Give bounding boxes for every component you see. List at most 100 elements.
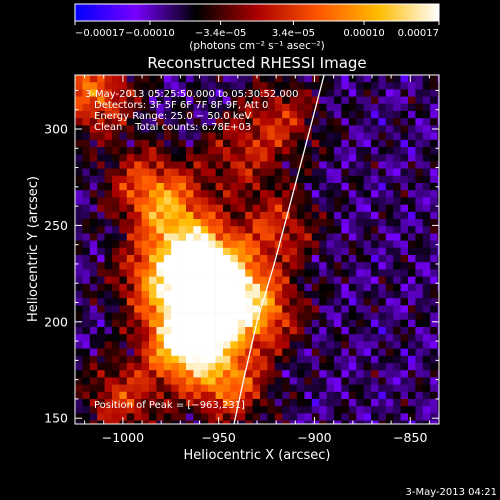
- heatmap-cell: [400, 312, 409, 321]
- heatmap-cell: [200, 341, 209, 349]
- heatmap-cell: [245, 168, 253, 177]
- heatmap-cell: [267, 377, 276, 385]
- heatmap-cell: [82, 82, 91, 90]
- heatmap-cell: [415, 384, 424, 393]
- heatmap-cell: [393, 75, 401, 83]
- heatmap-cell: [385, 341, 394, 349]
- heatmap-cell: [334, 89, 342, 97]
- heatmap-cell: [304, 89, 313, 97]
- heatmap-cell: [274, 327, 283, 335]
- heatmap-cell: [371, 319, 379, 328]
- heatmap-cell: [422, 399, 431, 407]
- heatmap-cell: [149, 327, 157, 335]
- heatmap-cell: [171, 406, 179, 414]
- heatmap-cell: [223, 262, 231, 270]
- x-axis-label: Heliocentric X (arcsec): [184, 448, 331, 463]
- heatmap-cell: [245, 125, 253, 133]
- heatmap-cell: [82, 219, 91, 227]
- heatmap-cell: [282, 298, 290, 306]
- heatmap-cell: [193, 161, 202, 169]
- heatmap-cell: [112, 370, 120, 378]
- heatmap-cell: [178, 211, 187, 220]
- heatmap-cell: [119, 319, 128, 328]
- heatmap-cell: [274, 111, 283, 119]
- heatmap-cell: [437, 82, 439, 90]
- heatmap-cell: [341, 348, 350, 357]
- heatmap-cell: [208, 348, 216, 357]
- heatmap-cell: [319, 305, 327, 313]
- heatmap-cell: [282, 211, 290, 220]
- heatmap-cell: [311, 348, 320, 357]
- heatmap-cell: [422, 226, 431, 234]
- heatmap-cell: [326, 161, 335, 169]
- heatmap-cell: [230, 255, 239, 263]
- heatmap-cell: [334, 103, 342, 112]
- heatmap-cell: [156, 219, 165, 227]
- heatmap-cell: [274, 341, 283, 349]
- heatmap-cell: [163, 312, 172, 321]
- heatmap-cell: [252, 406, 261, 414]
- heatmap-cell: [163, 327, 172, 335]
- heatmap-cell: [319, 240, 327, 249]
- heatmap-cell: [289, 204, 298, 213]
- heatmap-cell: [341, 233, 350, 241]
- heatmap-cell: [237, 391, 246, 400]
- heatmap-cell: [126, 247, 135, 256]
- heatmap-cell: [104, 75, 113, 83]
- heatmap-cell: [230, 276, 239, 285]
- heatmap-cell: [126, 269, 135, 277]
- heatmap-cell: [223, 406, 231, 414]
- heatmap-cell: [186, 305, 194, 313]
- heatmap-cell: [297, 355, 305, 364]
- heatmap-cell: [193, 219, 202, 227]
- heatmap-cell: [415, 154, 424, 162]
- heatmap-cell: [260, 341, 268, 349]
- heatmap-cell: [385, 125, 394, 133]
- heatmap-cell: [134, 406, 142, 414]
- heatmap-cell: [422, 75, 431, 83]
- heatmap-cell: [422, 118, 431, 126]
- heatmap-cell: [126, 348, 135, 357]
- heatmap-cell: [112, 276, 120, 285]
- heatmap-cell: [200, 262, 209, 270]
- heatmap-cell: [223, 211, 231, 220]
- heatmap-cell: [171, 240, 179, 249]
- heatmap-cell: [186, 147, 194, 155]
- heatmap-cell: [186, 262, 194, 270]
- heatmap-cell: [326, 406, 335, 414]
- heatmap-cell: [178, 276, 187, 285]
- heatmap-cell: [193, 319, 202, 328]
- heatmap-cell: [378, 377, 387, 385]
- heatmap-cell: [260, 406, 268, 414]
- heatmap-cell: [215, 327, 224, 335]
- heatmap-cell: [371, 363, 379, 371]
- heatmap-cell: [319, 183, 327, 191]
- heatmap-cell: [267, 204, 276, 213]
- heatmap-cell: [215, 276, 224, 285]
- heatmap-cell: [408, 305, 416, 313]
- heatmap-cell: [422, 391, 431, 400]
- heatmap-cell: [289, 233, 298, 241]
- heatmap-cell: [245, 154, 253, 162]
- heatmap-cell: [363, 327, 372, 335]
- heatmap-cell: [282, 103, 290, 112]
- heatmap-cell: [400, 399, 409, 407]
- heatmap-cell: [378, 341, 387, 349]
- heatmap-cell: [430, 291, 438, 299]
- heatmap-cell: [304, 175, 313, 184]
- heatmap-cell: [141, 269, 150, 277]
- heatmap-cell: [363, 276, 372, 285]
- heatmap-cell: [126, 363, 135, 371]
- heatmap-cell: [193, 413, 202, 421]
- heatmap-cell: [378, 204, 387, 213]
- heatmap-cell: [385, 312, 394, 321]
- heatmap-cell: [311, 399, 320, 407]
- heatmap-cell: [274, 197, 283, 205]
- heatmap-cell: [289, 276, 298, 285]
- heatmap-cell: [408, 391, 416, 400]
- heatmap-cell: [126, 355, 135, 364]
- heatmap-cell: [208, 312, 216, 321]
- heatmap-cell: [215, 348, 224, 357]
- heatmap-cell: [75, 118, 83, 126]
- heatmap-cell: [363, 132, 372, 141]
